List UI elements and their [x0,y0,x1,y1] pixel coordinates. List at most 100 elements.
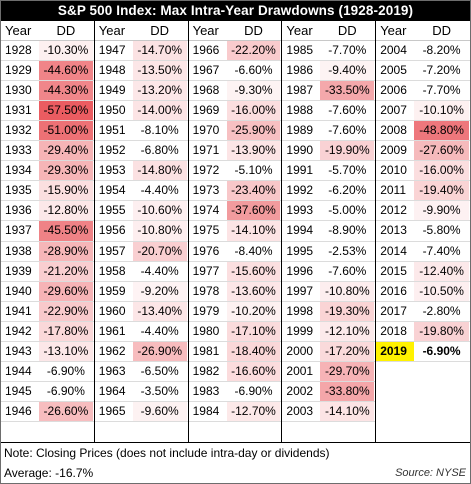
drawdown-cell: -15.60% [226,261,281,281]
year-cell: 1967 [192,63,220,78]
drawdown-cell: -12.80% [39,201,93,221]
year-cell: 1948 [98,63,126,78]
year-cell: 1951 [98,123,126,138]
column-header: Year DD [188,21,282,42]
drawdown-cell: -2.53% [328,243,367,258]
table-row: 1943 -13.10% [1,341,94,362]
drawdown-cell: -16.00% [226,101,281,121]
year-cell: 1991 [286,163,314,178]
drawdown-cell: -44.60% [39,61,93,81]
year-cell: 1977 [192,263,220,278]
drawdown-cell: -7.70% [328,43,367,58]
year-cell: 1973 [192,183,220,198]
drawdown-cell: -5.80% [422,223,461,238]
table-row: 1950 -14.00% [94,101,188,122]
year-cell: 1960 [98,303,126,318]
drawdown-cell: -8.40% [234,243,273,258]
drawdown-cell: -10.80% [132,221,187,241]
drawdown-cell: -6.20% [328,183,367,198]
year-cell: 1989 [286,123,314,138]
table-row: 1965 -9.60% [94,401,188,422]
year-cell: 2004 [380,43,407,58]
year-cell: 1945 [5,383,32,398]
year-cell: 2009 [380,143,407,158]
drawdown-cell: -13.90% [226,141,281,161]
year-cell: 1941 [5,303,32,318]
table-row: 2012 -9.90% [376,201,470,222]
drawdown-cell: -29.70% [320,361,375,381]
drawdown-cell: -14.70% [132,41,187,61]
year-cell: 1988 [286,103,314,118]
drawdown-cell: -13.50% [132,61,187,81]
drawdown-cell: -28.90% [39,241,93,261]
table-row: 1954 -4.40% [94,181,188,202]
drawdown-cell: -2.80% [422,303,461,318]
year-cell: 1981 [192,343,220,358]
year-cell: 1980 [192,323,220,338]
table-row: 1967 -6.60% [188,61,282,82]
drawdown-cell: -12.40% [414,261,469,281]
drawdown-cell: -5.00% [328,203,367,218]
column-header: Year DD [376,21,470,42]
table-row: 2014 -7.40% [376,242,470,262]
year-cell: 1983 [192,383,220,398]
drawdown-cell: -16.60% [226,361,281,381]
year-cell: 1929 [5,63,32,78]
drawdown-cell: -33.50% [320,81,375,101]
table-row: 2016 -10.50% [376,281,470,302]
year-cell: 1970 [192,123,220,138]
drawdown-cell: -51.00% [39,121,93,141]
year-cell: 1959 [98,283,126,298]
dd-header: DD [337,23,357,38]
table-row: 1956 -10.80% [94,221,188,242]
table-row: 1975 -14.10% [188,221,282,242]
table-row: 1960 -13.40% [94,301,188,322]
drawdown-cell: -7.60% [328,263,367,278]
table-row: 1999 -12.10% [282,321,376,342]
year-cell: 2019 [376,341,415,361]
drawdown-cell: -10.10% [414,101,469,121]
drawdown-cell: -9.40% [320,61,375,81]
year-cell: 1931 [5,103,32,118]
table-row: 1955 -10.60% [94,201,188,222]
drawdown-cell: -21.20% [39,261,93,281]
table-row: 1966 -22.20% [188,41,282,62]
table-row: 2002 -33.80% [282,381,376,402]
table-row: 1977 -15.60% [188,261,282,282]
table-row: 2006 -7.70% [376,81,470,102]
drawdown-cell: -19.40% [414,181,469,201]
year-cell: 1993 [286,203,314,218]
drawdown-cell: -26.60% [39,401,93,421]
table-row: 1941 -22.90% [1,301,94,322]
year-cell: 1999 [286,323,314,338]
column-header: Year DD [1,21,94,42]
table-row: 2010 -16.00% [376,161,470,182]
year-cell: 1985 [286,43,314,58]
note-text: Note: Closing Prices (does not include i… [4,446,330,460]
year-header: Year [98,23,126,38]
drawdown-cell: -5.10% [234,163,273,178]
year-cell: 2008 [380,123,407,138]
year-cell: 1961 [98,323,126,338]
drawdown-cell: -7.40% [422,243,461,258]
table-row: 2008 -48.80% [376,121,470,142]
year-cell: 1962 [98,343,126,358]
table-row: 1952 -6.80% [94,141,188,162]
drawdown-cell: -7.70% [422,83,461,98]
table-row: 1945 -6.90% [1,382,94,402]
table-row: 1937 -45.50% [1,221,94,242]
table-column: Year DD 1928 -10.30% 1929 -44.60% 1930 -44.30% 1… [1,21,95,442]
table-row: 1983 -6.90% [188,382,282,402]
year-cell: 1987 [286,83,314,98]
year-cell: 1950 [98,103,126,118]
drawdown-cell: -22.90% [39,301,93,321]
table-column: Year DD 1966 -22.20% 1967 -6.60% 1968 -9.30% 196… [188,21,283,442]
year-cell: 1995 [286,243,314,258]
table-row: 2003 -14.10% [282,401,376,422]
table-row: 1957 -20.70% [94,241,188,262]
year-cell: 1975 [192,223,220,238]
table-row: 2000 -17.20% [282,341,376,362]
drawdown-cell: -3.50% [140,383,179,398]
table-row: 1973 -23.40% [188,181,282,202]
